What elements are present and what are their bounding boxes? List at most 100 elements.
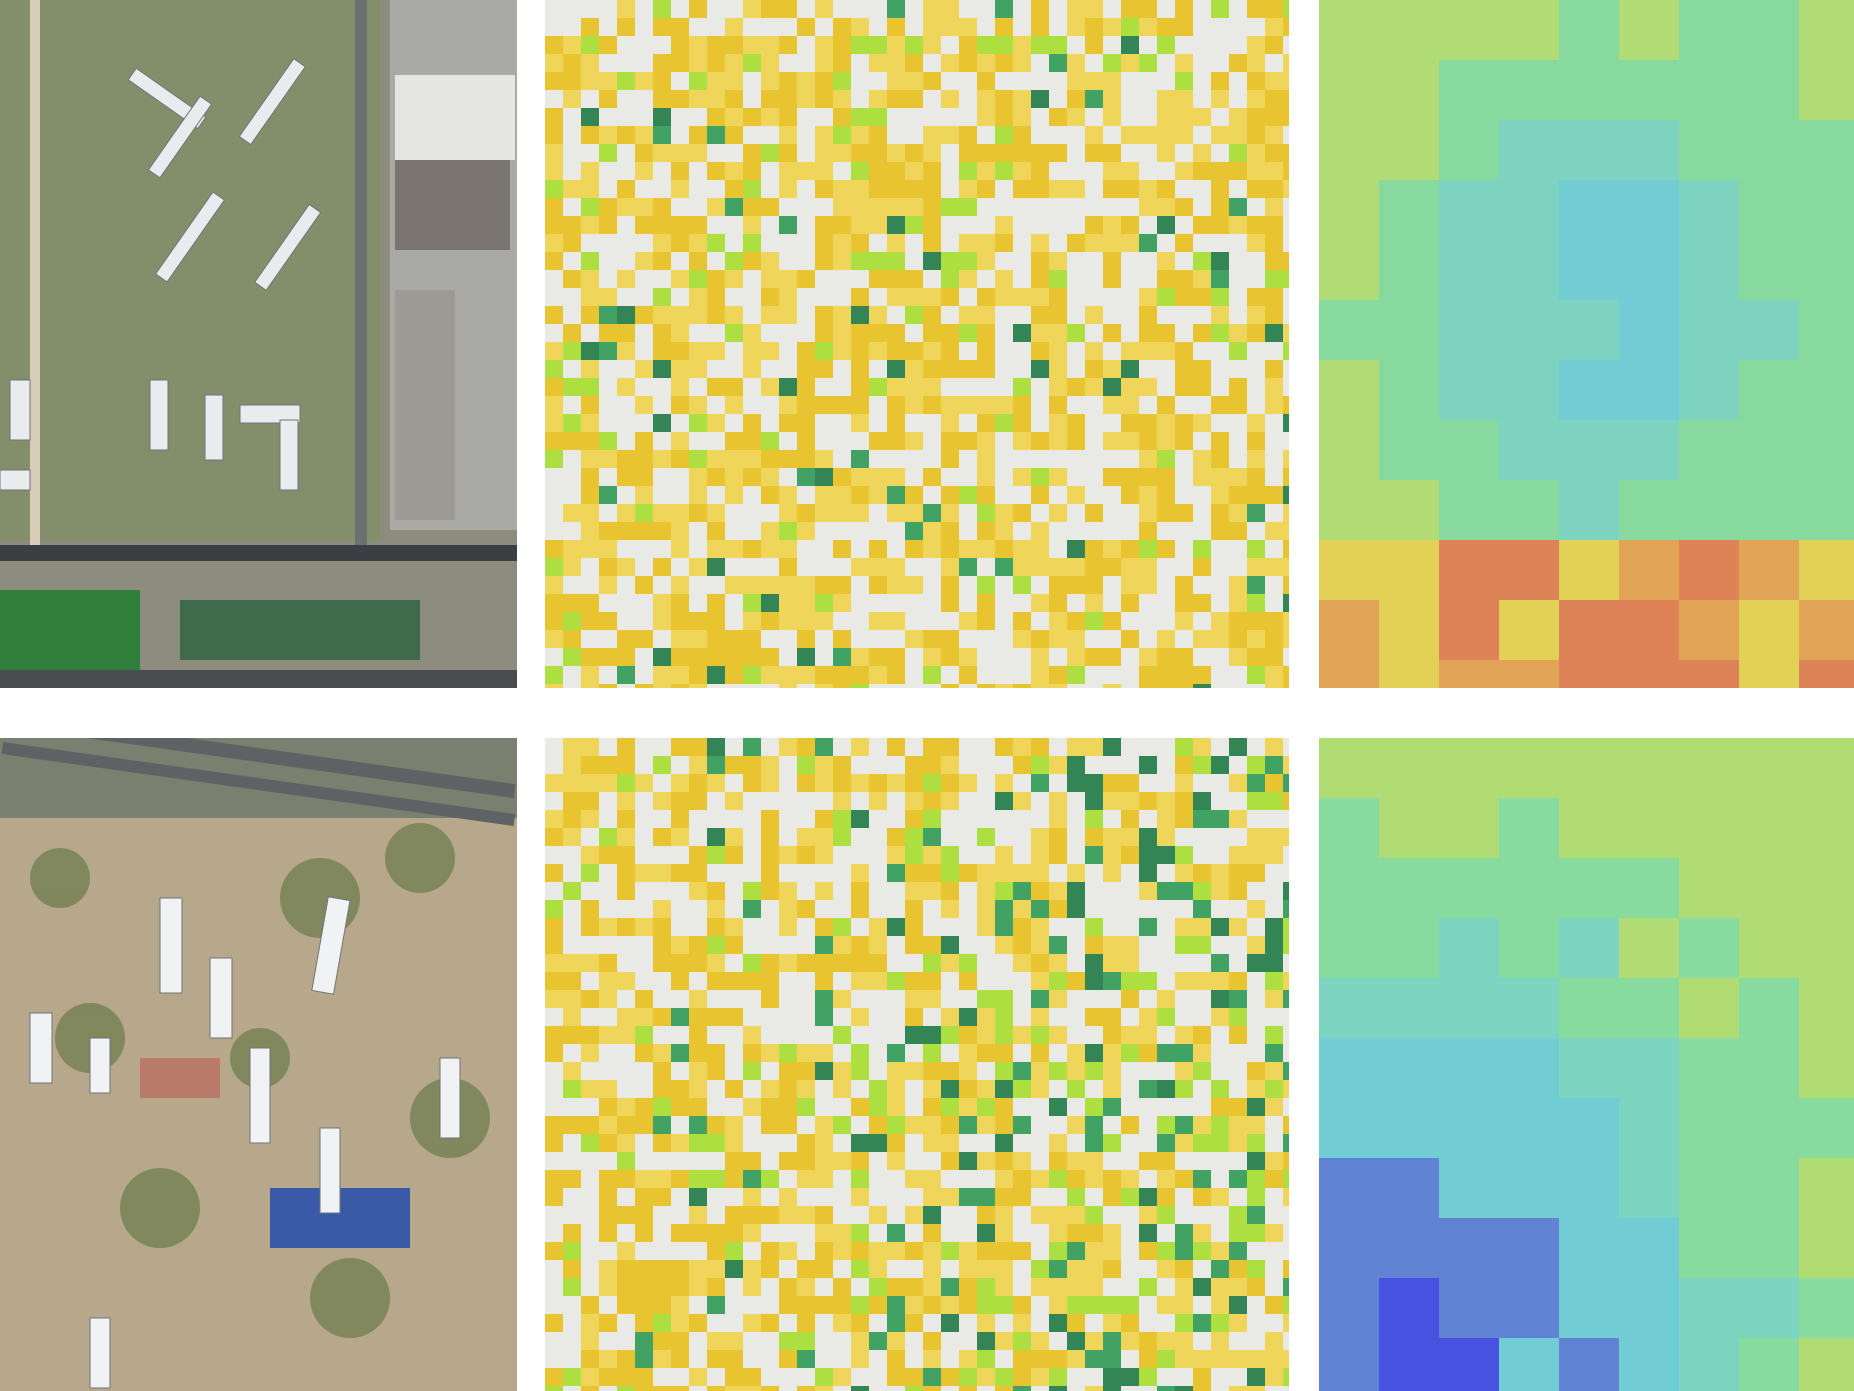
fine-grid-cell (743, 648, 761, 666)
fine-grid-cell (563, 1242, 581, 1260)
fine-grid-cell (545, 1386, 563, 1391)
fine-grid-cell (1175, 648, 1193, 666)
fine-grid-cell (1157, 540, 1175, 558)
fine-grid-cell (1265, 144, 1283, 162)
fine-grid-cell (869, 954, 887, 972)
fine-grid-cell (1103, 1008, 1121, 1026)
fine-grid-cell (1031, 882, 1049, 900)
fine-grid-cell (1265, 954, 1283, 972)
coarse-grid-cell (1739, 1278, 1799, 1338)
fine-grid-cell (689, 0, 707, 18)
fine-grid-cell (869, 144, 887, 162)
fine-grid-cell (887, 864, 905, 882)
fine-grid-cell (707, 1278, 725, 1296)
fine-grid-cell (761, 666, 779, 684)
fine-grid-cell (815, 576, 833, 594)
fine-grid-cell (1067, 324, 1085, 342)
fine-grid-cell (851, 954, 869, 972)
fine-grid-cell (1193, 972, 1211, 990)
fine-grid-cell (1175, 936, 1193, 954)
fine-grid-cell (761, 990, 779, 1008)
fine-grid-cell (707, 126, 725, 144)
fine-grid-cell (851, 144, 869, 162)
fine-grid-cell (563, 180, 581, 198)
fine-grid-cell (1193, 1314, 1211, 1332)
fine-grid-cell (941, 1134, 959, 1152)
fine-grid-cell (1175, 504, 1193, 522)
coarse-grid-cell (1679, 858, 1739, 918)
coarse-grid-cell (1319, 1158, 1379, 1218)
fine-grid-cell (995, 1188, 1013, 1206)
fine-grid-cell (1013, 108, 1031, 126)
fine-grid-cell (905, 1026, 923, 1044)
fine-grid-cell (977, 162, 995, 180)
fine-grid-cell (1121, 1044, 1139, 1062)
fine-grid-cell (1283, 1170, 1289, 1188)
fine-grid-cell (833, 234, 851, 252)
fine-grid-cell (1175, 270, 1193, 288)
fine-grid-cell (707, 1062, 725, 1080)
fine-grid-cell (671, 1080, 689, 1098)
fine-grid-cell (941, 0, 959, 18)
fine-grid-cell (671, 828, 689, 846)
coarse-grid-cell (1619, 918, 1679, 978)
fine-grid-cell (1067, 180, 1085, 198)
fine-grid-cell (1211, 324, 1229, 342)
fine-grid-cell (1139, 558, 1157, 576)
fine-grid-cell (1031, 306, 1049, 324)
fine-grid-cell (833, 198, 851, 216)
fine-grid-cell (1067, 612, 1085, 630)
coarse-grid-cell (1379, 1038, 1439, 1098)
fine-grid-cell (581, 738, 599, 756)
fine-grid-cell (1031, 234, 1049, 252)
fine-grid-cell (1265, 378, 1283, 396)
fine-grid-cell (725, 378, 743, 396)
fine-grid-cell (581, 468, 599, 486)
fine-grid-cell (617, 846, 635, 864)
fine-grid-cell (725, 1242, 743, 1260)
fine-grid-cell (1031, 756, 1049, 774)
fine-grid-cell (923, 630, 941, 648)
row1-fine-grid-overlay (545, 0, 1289, 688)
coarse-grid-cell (1619, 240, 1679, 300)
coarse-grid-cell (1439, 480, 1499, 540)
fine-grid-cell (1229, 1098, 1247, 1116)
fine-grid-cell (653, 612, 671, 630)
fine-grid-cell (563, 504, 581, 522)
fine-grid-cell (671, 162, 689, 180)
coarse-grid-cell (1319, 660, 1379, 688)
fine-grid-cell (1283, 1152, 1289, 1170)
fine-grid-cell (887, 1152, 905, 1170)
fine-grid-cell (707, 612, 725, 630)
fine-grid-cell (1067, 864, 1085, 882)
fine-grid-cell (653, 1278, 671, 1296)
fine-grid-cell (797, 594, 815, 612)
fine-grid-cell (1085, 144, 1103, 162)
fine-grid-cell (959, 1044, 977, 1062)
fine-grid-cell (869, 1260, 887, 1278)
fine-grid-cell (1175, 108, 1193, 126)
fine-grid-cell (959, 270, 977, 288)
fine-grid-cell (653, 558, 671, 576)
fine-grid-cell (923, 1386, 941, 1391)
fine-grid-cell (923, 126, 941, 144)
fine-grid-cell (743, 0, 761, 18)
fine-grid-cell (869, 378, 887, 396)
fine-grid-cell (887, 612, 905, 630)
fine-grid-cell (779, 1080, 797, 1098)
fine-grid-cell (959, 972, 977, 990)
coarse-grid-cell (1559, 1098, 1619, 1158)
fine-grid-cell (941, 1368, 959, 1386)
fine-grid-cell (1157, 270, 1175, 288)
fine-grid-cell (815, 126, 833, 144)
fine-grid-cell (1211, 486, 1229, 504)
fine-grid-cell (1067, 630, 1085, 648)
fine-grid-cell (1229, 864, 1247, 882)
fine-grid-cell (1031, 648, 1049, 666)
fine-grid-cell (1211, 1260, 1229, 1278)
fine-grid-cell (1085, 540, 1103, 558)
fine-grid-cell (725, 252, 743, 270)
fine-grid-cell (1265, 396, 1283, 414)
fine-grid-cell (1049, 1224, 1067, 1242)
fine-grid-cell (1265, 360, 1283, 378)
